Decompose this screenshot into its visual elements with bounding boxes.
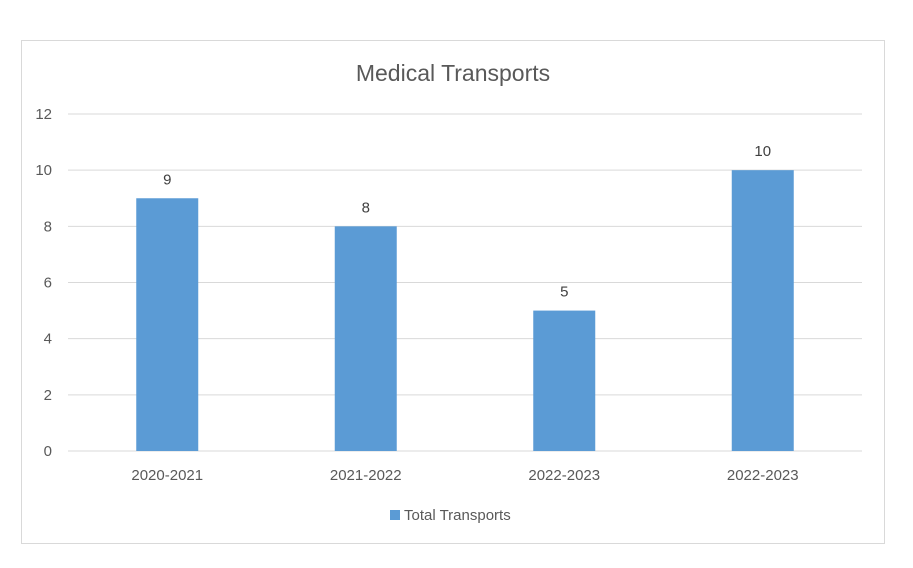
legend-label: Total Transports [404,507,511,524]
y-tick-label: 0 [44,443,52,460]
x-tick-label: 2020-2021 [131,467,203,484]
x-tick-label: 2022-2023 [528,467,600,484]
bar [334,226,397,451]
legend: Total Transports [390,507,511,524]
bar [136,198,199,451]
y-tick-label: 4 [44,331,52,348]
x-tick-label: 2021-2022 [330,467,402,484]
bar [533,310,596,451]
bars: 9 8 5 10 [136,143,794,451]
bar-data-label: 8 [362,199,370,216]
bar [731,170,794,451]
y-axis: 0 2 4 6 8 10 12 [35,106,52,460]
x-axis: 2020-2021 2021-2022 2022-2023 2022-2023 [131,467,798,484]
y-tick-label: 2 [44,387,52,404]
y-tick-label: 12 [35,106,52,123]
x-tick-label: 2022-2023 [727,467,799,484]
chart-title: Medical Transports [356,60,550,86]
bar-data-label: 5 [560,284,568,301]
bar-data-label: 9 [163,171,171,188]
y-tick-label: 8 [44,218,52,235]
bar-data-label: 10 [754,143,771,160]
gridlines [68,113,862,452]
y-tick-label: 10 [35,162,52,179]
legend-swatch [390,510,400,520]
y-tick-label: 6 [44,275,52,292]
